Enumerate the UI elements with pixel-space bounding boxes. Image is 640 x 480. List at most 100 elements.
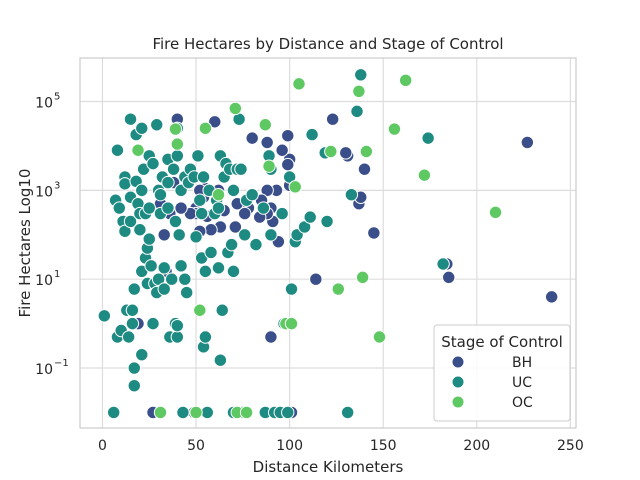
legend-marker-uc xyxy=(451,375,465,389)
point-uc xyxy=(226,183,241,198)
point-uc xyxy=(174,259,188,273)
point-uc xyxy=(354,68,368,82)
point-uc xyxy=(179,285,194,300)
point-uc xyxy=(178,272,192,286)
point-uc xyxy=(191,149,205,163)
point-uc xyxy=(264,228,278,242)
point-oc xyxy=(168,122,183,136)
point-uc xyxy=(196,170,211,184)
point-uc xyxy=(249,237,263,252)
point-uc xyxy=(144,259,158,273)
point-oc xyxy=(355,270,370,285)
point-bh xyxy=(520,135,535,150)
point-uc xyxy=(127,361,141,375)
x-tick-label: 150 xyxy=(370,438,397,454)
point-uc xyxy=(200,405,214,420)
legend-marker-oc xyxy=(451,395,465,409)
point-uc xyxy=(161,175,175,190)
y-tick-base: 10 xyxy=(35,273,53,289)
point-oc xyxy=(262,159,276,173)
point-bh xyxy=(275,143,289,157)
point-oc xyxy=(198,121,213,135)
point-bh xyxy=(208,115,222,129)
point-uc xyxy=(281,405,295,420)
point-oc xyxy=(324,144,338,159)
point-oc xyxy=(228,101,243,116)
legend-box xyxy=(433,324,571,422)
point-oc xyxy=(398,73,413,88)
point-uc xyxy=(133,223,147,237)
y-tick-label: 10 1 xyxy=(35,269,60,289)
y-tick-label: 10 5 xyxy=(35,92,60,112)
point-uc xyxy=(170,330,185,344)
x-tick-label: 250 xyxy=(557,438,584,454)
point-oc xyxy=(387,122,402,136)
point-uc xyxy=(106,405,121,420)
point-uc xyxy=(215,303,229,317)
point-uc xyxy=(340,405,355,420)
point-bh xyxy=(309,272,323,286)
point-bh xyxy=(238,206,252,221)
point-oc xyxy=(170,137,185,151)
point-uc xyxy=(350,104,364,119)
point-bh xyxy=(325,112,340,126)
point-bh xyxy=(204,223,218,237)
point-uc xyxy=(344,187,359,202)
point-uc xyxy=(125,303,140,317)
point-oc xyxy=(193,303,207,317)
point-bh xyxy=(264,330,278,344)
point-uc xyxy=(198,330,213,344)
point-uc xyxy=(189,230,203,244)
point-oc xyxy=(153,405,168,420)
y-tick-label: 10 3 xyxy=(35,180,60,200)
point-bh xyxy=(281,157,295,172)
point-bh xyxy=(157,228,171,242)
point-uc xyxy=(135,183,149,198)
x-tick-label: 0 xyxy=(98,438,107,454)
point-uc xyxy=(157,261,171,275)
point-oc xyxy=(288,180,302,194)
point-oc xyxy=(488,205,503,220)
legend-title: Stage of Control xyxy=(441,333,563,351)
point-uc xyxy=(157,282,171,296)
point-oc xyxy=(284,316,299,331)
point-bh xyxy=(339,146,353,160)
point-uc xyxy=(170,318,185,333)
point-uc xyxy=(320,214,334,229)
point-uc xyxy=(142,232,156,246)
point-oc xyxy=(331,282,345,296)
legend-label-uc: UC xyxy=(512,375,532,391)
legend: Stage of Control BH UC OC xyxy=(433,324,571,422)
x-tick-label: 100 xyxy=(276,438,303,454)
point-uc xyxy=(153,187,168,202)
point-uc xyxy=(213,353,228,367)
point-bh xyxy=(367,226,381,240)
point-uc xyxy=(161,201,175,215)
point-uc xyxy=(127,282,141,296)
legend-entries: BH UC OC xyxy=(451,355,533,411)
point-uc xyxy=(146,316,160,331)
point-uc xyxy=(193,193,207,207)
point-bh xyxy=(228,220,243,234)
point-uc xyxy=(176,405,190,420)
point-uc xyxy=(204,245,218,260)
point-oc xyxy=(239,405,254,420)
point-bh xyxy=(245,131,259,145)
point-bh xyxy=(281,129,295,143)
y-axis-label: Fire Hectares Log10 xyxy=(16,169,34,318)
point-oc xyxy=(417,168,432,182)
y-tick-label: 10 −1 xyxy=(35,358,69,378)
point-uc xyxy=(123,214,138,229)
point-uc xyxy=(224,237,239,252)
data-points xyxy=(97,68,559,420)
point-oc xyxy=(352,84,366,98)
point-uc xyxy=(245,187,259,202)
point-uc xyxy=(284,282,299,296)
y-tick-base: 10 xyxy=(35,184,53,200)
point-uc xyxy=(198,264,213,279)
x-tick-label: 200 xyxy=(463,438,490,454)
point-uc xyxy=(125,316,140,331)
point-oc xyxy=(359,144,374,159)
point-uc xyxy=(234,162,248,176)
